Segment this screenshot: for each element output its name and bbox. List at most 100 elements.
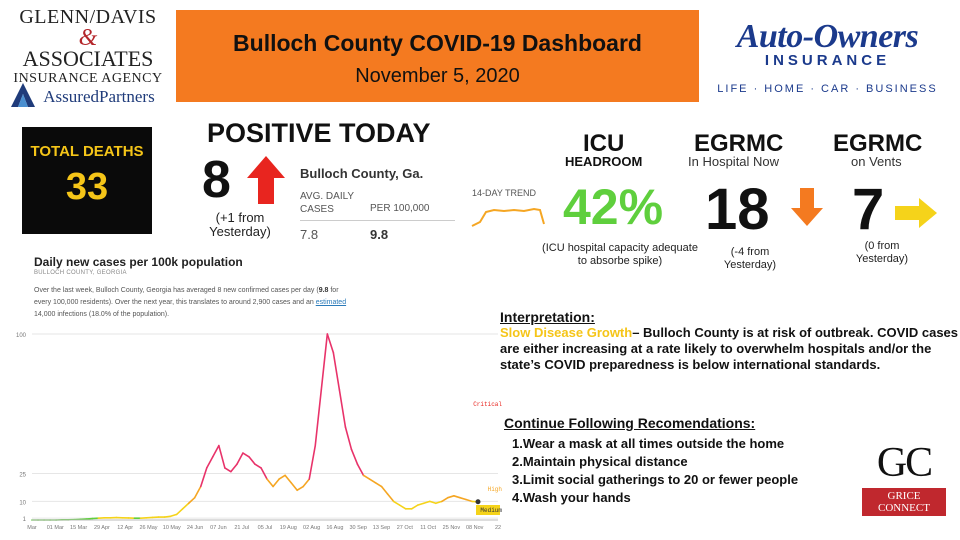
egrmc-vents-delta: (0 from Yesterday) bbox=[855, 240, 909, 265]
county-name: Bulloch County, Ga. bbox=[300, 166, 424, 181]
series-segment bbox=[453, 495, 461, 499]
auto-owners-sub: INSURANCE bbox=[764, 52, 891, 69]
desc-part2: for every 100,000 residents). Over the n… bbox=[34, 287, 339, 306]
auto-owners-logo: Auto-Owners INSURANCE LIFE · HOME · CAR … bbox=[700, 18, 955, 108]
series-segment bbox=[296, 485, 305, 492]
series-segment bbox=[284, 474, 292, 484]
series-segment bbox=[380, 485, 389, 495]
series-segment bbox=[175, 508, 184, 516]
chart-title: Daily new cases per 100k population bbox=[34, 255, 243, 269]
series-segment bbox=[428, 500, 437, 505]
egrmc-hospital-delta: (-4 from Yesterday) bbox=[723, 246, 777, 271]
series-segment bbox=[338, 388, 347, 428]
series-segment bbox=[308, 444, 317, 480]
grice-connect-logo: GC GRICE CONNECT bbox=[862, 440, 946, 522]
list-item: 4.Wash your hands bbox=[512, 490, 631, 505]
x-tick-label: 15 Mar bbox=[70, 525, 87, 531]
chart-y-axis: 1 10 25 100 bbox=[16, 333, 27, 523]
series-segment bbox=[236, 452, 244, 465]
x-tick-label: 27 Oct bbox=[397, 525, 414, 531]
series-segment bbox=[212, 444, 220, 458]
egrmc-vents-title: EGRMC bbox=[833, 130, 923, 157]
series-segment bbox=[350, 448, 359, 465]
y-tick-label: 10 bbox=[19, 500, 26, 506]
series-segment bbox=[242, 452, 250, 458]
series-segment bbox=[441, 496, 449, 503]
dashboard-title: Bulloch County COVID-19 Dashboard bbox=[233, 30, 642, 56]
sponsor-line3: INSURANCE AGENCY bbox=[13, 71, 163, 86]
series-segment bbox=[254, 463, 262, 469]
sponsor-line4: AssuredPartners bbox=[43, 87, 155, 106]
zone-label: Critical bbox=[473, 401, 502, 408]
series-segment bbox=[344, 426, 353, 451]
grice-line1: GRICE bbox=[887, 490, 921, 502]
x-tick-label: 26 May bbox=[139, 525, 157, 531]
series-segment bbox=[435, 500, 443, 505]
positive-today-value: 8 bbox=[202, 151, 231, 209]
x-tick-label: 07 Jun bbox=[210, 525, 227, 531]
per-100k-value: 9.8 bbox=[370, 227, 389, 242]
list-item: 1.Wear a mask at all times outside the h… bbox=[512, 436, 785, 451]
chart-x-axis: Mar 01 Mar 15 Mar 29 Apr 12 Apr 26 May 10 May 2… bbox=[27, 519, 501, 531]
interpretation-block: Interpretation: Slow Disease Growth– Bul… bbox=[500, 309, 960, 373]
chart-zone-labels: Critical High Medium bbox=[473, 401, 502, 515]
series-segment bbox=[302, 478, 311, 488]
per-100k-header: PER 100,000 bbox=[370, 203, 430, 214]
estimated-link[interactable]: estimated bbox=[315, 299, 347, 306]
auto-owners-tagline: LIFE · HOME · CAR · BUSINESS bbox=[717, 83, 938, 95]
series-segment bbox=[248, 455, 256, 465]
egrmc-vents-subtitle: on Vents bbox=[851, 154, 902, 169]
egrmc-hospital-value: 18 bbox=[705, 177, 770, 242]
stats-divider bbox=[300, 220, 455, 221]
x-tick-label: 24 Jun bbox=[187, 525, 204, 531]
dashboard-date: November 5, 2020 bbox=[355, 65, 520, 87]
x-tick-label: 13 Sep bbox=[373, 525, 390, 531]
series-segment bbox=[290, 482, 298, 492]
series-segment bbox=[356, 463, 365, 477]
list-item: 2.Maintain physical distance bbox=[512, 454, 688, 469]
series-segment bbox=[332, 351, 341, 391]
series-segment bbox=[181, 502, 190, 510]
x-tick-label: 11 Oct bbox=[420, 525, 436, 531]
series-segment bbox=[374, 482, 383, 488]
x-tick-label: 25 Nov bbox=[443, 525, 461, 531]
x-tick-label: 21 Jul bbox=[234, 525, 249, 531]
x-tick-label: 12 Apr bbox=[117, 525, 133, 531]
series-segment bbox=[410, 504, 419, 510]
x-tick-label: 05 Jul bbox=[258, 525, 273, 531]
series-segment bbox=[459, 496, 467, 501]
y-tick-label: 100 bbox=[16, 333, 27, 339]
list-item: 3.Limit social gatherings to 20 or fewer… bbox=[512, 472, 799, 487]
sponsor-ampersand: & bbox=[78, 25, 98, 51]
sponsor-line2: ASSOCIATES bbox=[22, 46, 154, 71]
series-segment bbox=[199, 467, 208, 488]
chart-series bbox=[31, 333, 481, 521]
down-arrow-icon bbox=[791, 188, 823, 226]
icu-title: ICU bbox=[583, 130, 625, 157]
avg-daily-cases-header: AVG. DAILY CASES bbox=[300, 191, 354, 215]
series-segment bbox=[187, 496, 196, 505]
series-segment bbox=[422, 500, 431, 505]
y-tick-label: 1 bbox=[23, 517, 27, 523]
chart-subtitle: BULLOCH COUNTY, GEORGIA bbox=[34, 270, 127, 276]
x-tick-label: 10 May bbox=[163, 525, 181, 531]
grice-name: GRICE CONNECT bbox=[862, 488, 946, 516]
series-segment bbox=[230, 463, 238, 473]
icu-subtitle: HEADROOM bbox=[565, 154, 643, 169]
series-segment bbox=[85, 517, 94, 520]
positive-today-title: POSITIVE TODAY bbox=[207, 118, 431, 148]
glenn-davis-logo: GLENN/DAVIS & ASSOCIATES INSURANCE AGENC… bbox=[8, 6, 168, 116]
series-segment bbox=[362, 474, 371, 480]
desc-bold: 9.8 bbox=[318, 287, 329, 294]
series-segment bbox=[218, 444, 226, 469]
series-segment bbox=[326, 333, 335, 354]
grice-line2: CONNECT bbox=[878, 502, 930, 514]
series-segment bbox=[398, 504, 407, 510]
series-segment bbox=[320, 333, 329, 391]
y-tick-label: 25 bbox=[19, 473, 26, 479]
trend-sparkline bbox=[471, 207, 545, 227]
up-arrow-icon bbox=[247, 156, 285, 204]
x-tick-label: 30 Sep bbox=[349, 525, 366, 531]
series-segment bbox=[260, 467, 268, 480]
positive-today-delta: (+1 from Yesterday) bbox=[209, 210, 271, 239]
